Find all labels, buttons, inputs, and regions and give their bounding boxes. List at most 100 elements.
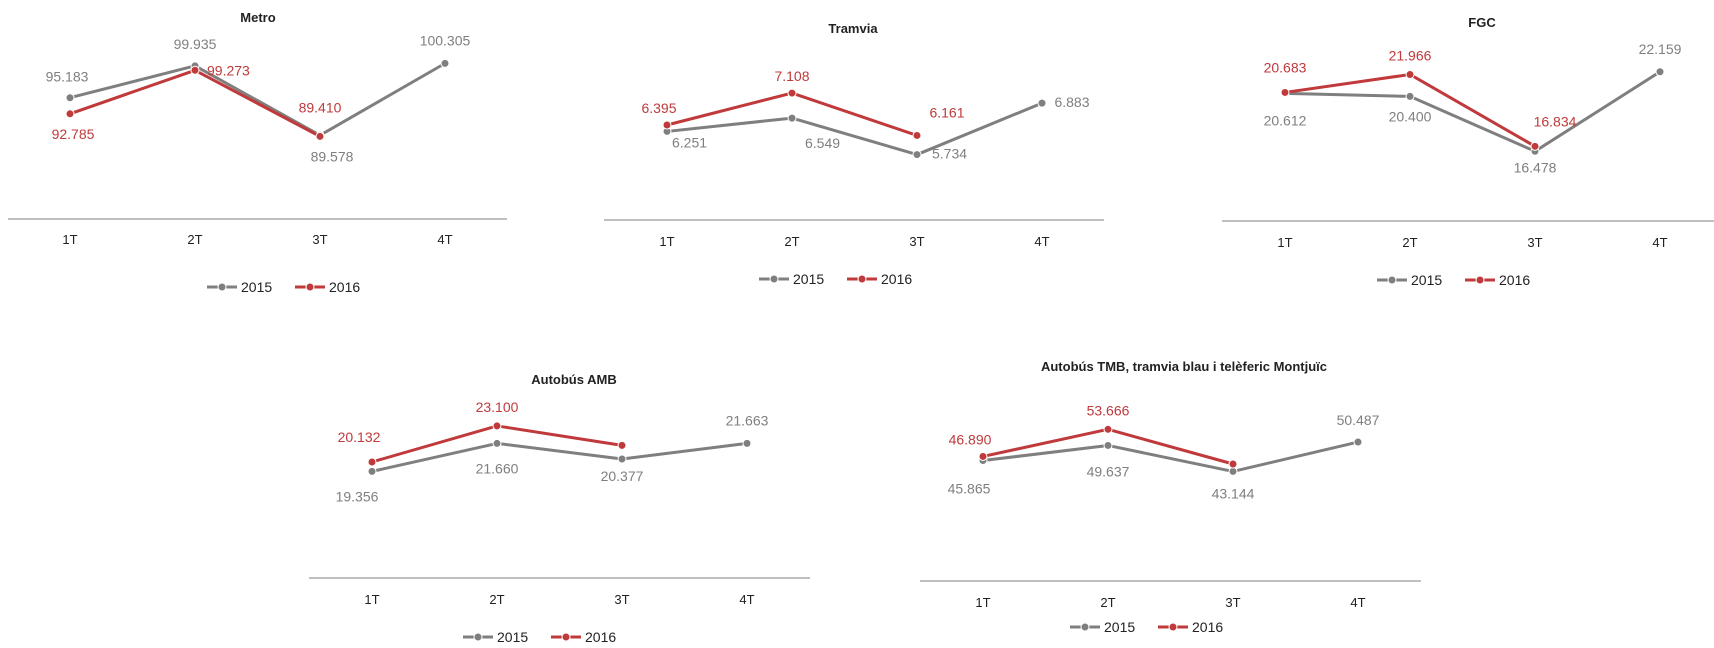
data-point xyxy=(912,130,922,140)
x-tick-label: 1T xyxy=(1277,235,1292,250)
chart-1: Metro 1T 2T 3T 4T 95.183 99.935 89.578 100.305 92… xyxy=(8,10,507,295)
data-point xyxy=(1228,466,1238,476)
data-point xyxy=(367,457,377,467)
data-point xyxy=(65,93,75,103)
x-tick-label: 4T xyxy=(1350,595,1365,610)
chart-5: Autobús TMB, tramvia blau i telèferic Mo… xyxy=(920,359,1421,635)
x-tick-label: 3T xyxy=(614,592,629,607)
legend-label: 2016 xyxy=(585,629,616,645)
data-label: 43.144 xyxy=(1212,485,1255,501)
legend-label: 2015 xyxy=(793,271,824,287)
legend-marker xyxy=(1387,275,1397,285)
legend-item-2016: 2016 xyxy=(295,279,360,295)
data-label: 20.612 xyxy=(1264,112,1307,128)
data-label: 92.785 xyxy=(52,126,95,142)
data-label: 50.487 xyxy=(1337,412,1380,428)
data-point xyxy=(1280,87,1290,97)
data-label: 20.132 xyxy=(338,429,381,445)
data-point xyxy=(912,150,922,160)
data-label: 21.660 xyxy=(476,460,519,476)
data-label: 99.273 xyxy=(207,62,250,78)
x-tick-label: 3T xyxy=(312,232,327,247)
x-tick-label: 3T xyxy=(909,234,924,249)
x-tick-label: 4T xyxy=(1652,235,1667,250)
data-label: 19.356 xyxy=(336,488,379,504)
data-label: 89.410 xyxy=(299,99,342,115)
legend-marker xyxy=(1168,622,1178,632)
legend-marker xyxy=(217,282,227,292)
data-label: 20.400 xyxy=(1389,108,1432,124)
data-point xyxy=(1405,91,1415,101)
data-label: 16.834 xyxy=(1534,113,1577,129)
legend-marker xyxy=(305,282,315,292)
legend-label: 2015 xyxy=(1104,619,1135,635)
legend-marker xyxy=(769,274,779,284)
data-label: 6.161 xyxy=(929,104,964,120)
data-label: 21.663 xyxy=(726,412,769,428)
data-point xyxy=(787,88,797,98)
data-point xyxy=(1405,69,1415,79)
data-point xyxy=(787,113,797,123)
data-label: 6.549 xyxy=(805,135,840,151)
data-point xyxy=(440,58,450,68)
data-point xyxy=(1103,440,1113,450)
chart-2: Tramvia 1T 2T 3T 4T 6.251 6.549 5.734 6.883 6.395… xyxy=(604,21,1104,287)
legend-item-2016: 2016 xyxy=(1158,619,1223,635)
data-point xyxy=(1655,67,1665,77)
legend-marker xyxy=(561,632,571,642)
data-point xyxy=(190,65,200,75)
chart-title: Metro xyxy=(240,10,275,25)
series-line-2016 xyxy=(69,68,321,138)
data-label: 20.683 xyxy=(1264,59,1307,75)
data-point xyxy=(492,438,502,448)
x-tick-label: 4T xyxy=(739,592,754,607)
data-label: 21.966 xyxy=(1389,47,1432,63)
x-tick-label: 2T xyxy=(1100,595,1115,610)
legend-item-2016: 2016 xyxy=(847,271,912,287)
data-point xyxy=(367,466,377,476)
series-line-2015 xyxy=(1284,70,1661,153)
data-point xyxy=(1103,424,1113,434)
x-tick-label: 4T xyxy=(1034,234,1049,249)
series-line-2015 xyxy=(982,440,1359,473)
x-tick-label: 2T xyxy=(187,232,202,247)
data-point xyxy=(617,440,627,450)
data-label: 46.890 xyxy=(949,431,992,447)
data-point xyxy=(617,454,627,464)
chart-title: Autobús TMB, tramvia blau i telèferic Mo… xyxy=(1041,359,1327,374)
legend-item-2016: 2016 xyxy=(1465,272,1530,288)
legend-marker xyxy=(1080,622,1090,632)
data-point xyxy=(1353,437,1363,447)
legend-label: 2016 xyxy=(1192,619,1223,635)
data-label: 89.578 xyxy=(311,148,354,164)
x-tick-label: 1T xyxy=(975,595,990,610)
chart-title: FGC xyxy=(1468,15,1496,30)
chart-title: Tramvia xyxy=(828,21,878,36)
legend-item-2016: 2016 xyxy=(551,629,616,645)
chart-3: FGC 1T 2T 3T 4T 20.612 20.400 16.478 22.159 20.68… xyxy=(1222,15,1714,288)
legend-marker xyxy=(1475,275,1485,285)
chart-4: Autobús AMB 1T 2T 3T 4T 19.356 21.660 20.377 21.… xyxy=(309,372,810,645)
data-point xyxy=(742,438,752,448)
legend-label: 2015 xyxy=(241,279,272,295)
legend-label: 2016 xyxy=(1499,272,1530,288)
series-line-2015 xyxy=(371,441,748,473)
legend-label: 2016 xyxy=(881,271,912,287)
data-point xyxy=(1037,98,1047,108)
data-point xyxy=(1228,459,1238,469)
data-point xyxy=(492,421,502,431)
data-label: 6.251 xyxy=(672,134,707,150)
data-label: 53.666 xyxy=(1087,402,1130,418)
data-label: 20.377 xyxy=(601,468,644,484)
data-label: 7.108 xyxy=(774,68,809,84)
data-label: 6.883 xyxy=(1054,94,1089,110)
data-label: 23.100 xyxy=(476,399,519,415)
series-line-2015 xyxy=(666,101,1043,157)
data-point xyxy=(1530,141,1540,151)
data-label: 5.734 xyxy=(932,146,967,162)
x-tick-label: 1T xyxy=(364,592,379,607)
legend-label: 2016 xyxy=(329,279,360,295)
x-tick-label: 3T xyxy=(1527,235,1542,250)
data-point xyxy=(315,131,325,141)
